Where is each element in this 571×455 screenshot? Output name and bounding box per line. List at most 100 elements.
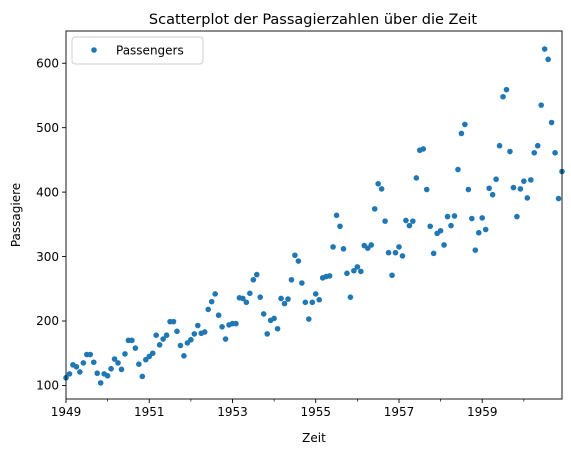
data-point <box>527 177 534 183</box>
data-point <box>243 299 250 306</box>
data-point <box>219 324 225 330</box>
data-point <box>399 253 406 259</box>
data-point <box>208 298 215 305</box>
data-point <box>80 360 87 366</box>
data-point <box>517 186 524 192</box>
data-point <box>90 359 97 366</box>
data-point <box>160 336 166 342</box>
data-point <box>368 242 375 248</box>
x-tick-label: 1951 <box>134 405 165 419</box>
data-point <box>66 371 73 377</box>
data-point <box>73 363 80 370</box>
data-point <box>253 271 260 278</box>
data-point <box>170 318 177 325</box>
data-point <box>441 242 447 248</box>
data-point <box>358 268 364 275</box>
data-point <box>174 328 180 335</box>
data-point <box>507 148 513 155</box>
data-point <box>510 184 517 191</box>
data-point <box>215 312 222 319</box>
data-point <box>139 373 146 380</box>
data-point <box>316 296 323 303</box>
y-tick-label: 100 <box>36 379 59 393</box>
data-point <box>375 180 381 187</box>
data-point <box>451 213 458 219</box>
data-point <box>77 369 83 375</box>
data-point <box>396 244 402 250</box>
data-point <box>285 296 291 302</box>
data-point <box>489 191 496 198</box>
chart-title: Scatterplot der Passagierzahlen über die… <box>149 12 477 28</box>
data-point <box>420 146 427 152</box>
data-point <box>292 252 298 259</box>
y-tick-label: 300 <box>36 250 59 264</box>
data-point <box>534 142 541 149</box>
data-point <box>260 311 267 317</box>
x-tick-label: 1953 <box>217 405 248 419</box>
data-point <box>555 195 562 202</box>
data-point <box>264 331 270 337</box>
x-axis-label: Zeit <box>302 431 326 445</box>
data-point <box>538 102 544 108</box>
data-point <box>351 267 357 274</box>
data-point <box>521 178 527 184</box>
data-point <box>444 213 451 220</box>
data-points <box>63 46 565 386</box>
data-point <box>306 316 312 322</box>
data-point <box>278 295 284 302</box>
data-point <box>132 345 139 351</box>
data-point <box>465 186 472 193</box>
data-point <box>233 320 239 327</box>
data-point <box>378 186 385 192</box>
data-point <box>410 218 416 224</box>
data-point <box>531 150 538 156</box>
data-point <box>271 315 277 322</box>
data-point <box>312 291 319 297</box>
data-point <box>403 217 409 224</box>
data-point <box>156 342 163 348</box>
data-point <box>257 294 264 300</box>
x-tick-label: 1957 <box>384 405 415 419</box>
data-point <box>250 276 257 283</box>
y-tick-label: 500 <box>36 121 59 135</box>
data-point <box>247 290 253 297</box>
data-point <box>326 273 333 279</box>
data-point <box>371 206 378 212</box>
data-point <box>333 212 340 219</box>
data-point <box>153 332 159 339</box>
data-point <box>188 336 194 343</box>
x-tick-label: 1955 <box>300 405 331 419</box>
data-point <box>94 370 101 377</box>
data-point <box>462 121 468 128</box>
data-point <box>486 185 492 192</box>
data-point <box>503 86 510 93</box>
data-point <box>423 186 430 193</box>
data-point <box>500 93 506 100</box>
x-tick-label: 1949 <box>51 405 82 419</box>
plot-frame <box>65 30 563 400</box>
data-point <box>115 360 121 366</box>
data-point <box>149 350 156 357</box>
data-point <box>295 258 302 264</box>
data-point <box>195 322 201 329</box>
data-point <box>108 365 114 372</box>
data-point <box>340 246 347 252</box>
data-point <box>205 306 212 313</box>
data-point <box>212 291 218 297</box>
data-point <box>181 353 187 359</box>
data-point <box>482 226 489 233</box>
data-point <box>392 249 399 256</box>
axes: 100 200 300 400 500 600 1949 1951 1953 1955 1957 19… <box>36 56 525 419</box>
data-point <box>496 142 503 149</box>
data-point <box>97 380 104 386</box>
data-point <box>309 299 316 306</box>
data-point <box>87 351 94 358</box>
data-point <box>177 342 184 349</box>
data-point <box>104 373 111 379</box>
data-point <box>111 356 118 362</box>
data-point <box>136 361 142 368</box>
legend: Passengers <box>71 36 204 65</box>
data-point <box>430 250 437 257</box>
data-point <box>347 294 354 300</box>
